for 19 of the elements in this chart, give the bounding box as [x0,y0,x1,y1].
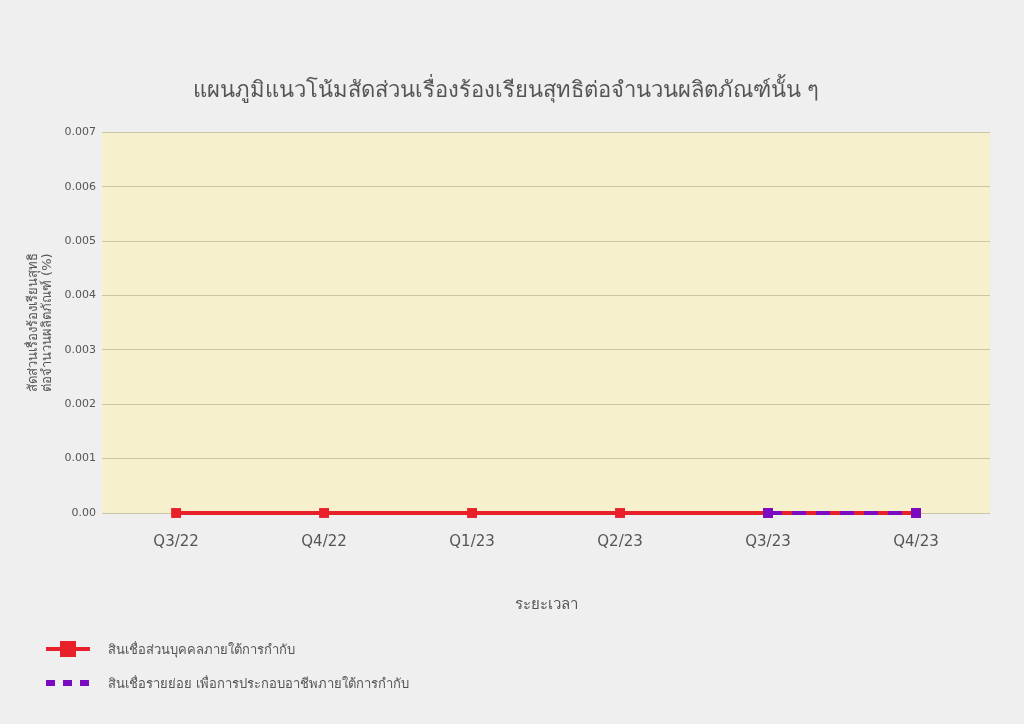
chart-title: แผนภูมิแนวโน้มสัดส่วนเรื่องร้องเรียนสุทธิต่อจำนวนผลิตภัณฑ์นั้น ๆ [192,73,820,103]
legend-label: สินเชื่อส่วนบุคคลภายใต้การกำกับ [108,640,295,660]
legend-label: สินเชื่อรายย่อย เพื่อการประกอบอาชีพภายใต้การกำกับ [108,674,410,693]
x-tick-label: Q4/23 [893,531,939,550]
y-tick-label: 0.00 [71,505,97,519]
x-tick-label: Q3/22 [153,531,199,550]
x-tick-label: Q4/22 [301,531,347,550]
y-tick-label: 0.004 [64,288,97,302]
y-tick-label: 0.007 [64,125,97,139]
x-axis-title: ระยะเวลา [514,594,578,613]
y-axis-title: สัดส่วนเรื่องร้องเรียนสุทธิ ต่อจำนวนผลิตภัณฑ์ (%) [23,253,54,393]
y-tick-label: 0.003 [64,342,97,356]
y-tick-label: 0.001 [64,451,97,465]
y-tick-label: 0.005 [64,234,97,247]
y-tick-label: 0.002 [64,397,97,411]
x-tick-label: Q2/23 [597,531,643,550]
x-tick-label: Q3/23 [745,531,791,550]
x-tick-label: Q1/23 [449,531,495,550]
y-tick-label: 0.006 [64,179,97,193]
